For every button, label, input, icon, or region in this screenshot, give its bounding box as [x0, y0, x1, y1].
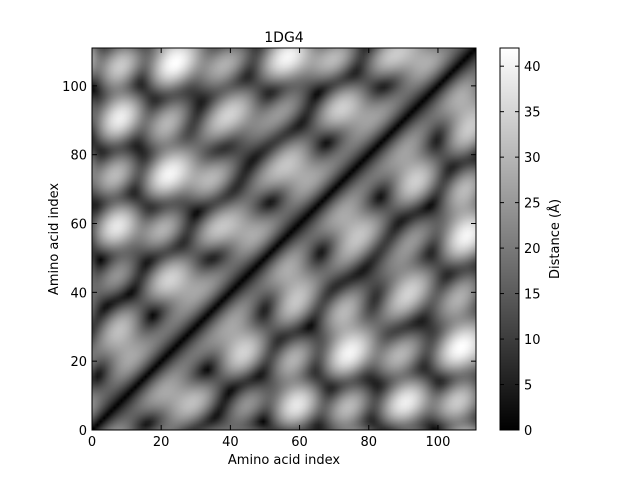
x-tick-label: 80 — [360, 435, 377, 450]
colorbar-tick-label: 20 — [524, 242, 541, 257]
x-tick-label: 20 — [153, 435, 170, 450]
colorbar-tick-label: 15 — [524, 288, 541, 303]
heatmap-plot-area — [92, 48, 476, 430]
x-axis: 0 20 40 60 80 100 — [88, 48, 451, 450]
y-tick-label: 100 — [62, 80, 87, 95]
y-axis: 0 20 40 60 80 100 — [62, 80, 476, 439]
colorbar-label: Distance (Å) — [547, 199, 563, 279]
colorbar-tick-label: 25 — [524, 197, 541, 212]
x-tick-label: 40 — [222, 435, 239, 450]
colorbar-axis: 0 5 10 15 20 25 30 35 40 — [500, 60, 541, 439]
x-tick-label: 0 — [88, 435, 96, 450]
chart-title: 1DG4 — [264, 30, 304, 46]
colorbar-tick-label: 0 — [524, 424, 532, 439]
y-tick-label: 40 — [70, 286, 87, 301]
colorbar-tick-label: 10 — [524, 333, 541, 348]
y-tick-label: 60 — [70, 218, 87, 233]
y-tick-label: 20 — [70, 355, 87, 370]
distance-heatmap — [92, 48, 476, 430]
colorbar — [499, 47, 520, 431]
colorbar-tick-label: 40 — [524, 60, 541, 75]
x-tick-label: 100 — [426, 435, 451, 450]
x-axis-label: Amino acid index — [228, 453, 340, 468]
colorbar-tick-label: 35 — [524, 106, 541, 121]
colorbar-tick-label: 5 — [524, 379, 532, 394]
x-tick-label: 60 — [291, 435, 308, 450]
colorbar-tick-label: 30 — [524, 151, 541, 166]
y-tick-label: 0 — [79, 424, 87, 439]
plot-frame — [91, 47, 477, 431]
y-tick-label: 80 — [70, 149, 87, 164]
y-axis-label: Amino acid index — [47, 183, 62, 295]
